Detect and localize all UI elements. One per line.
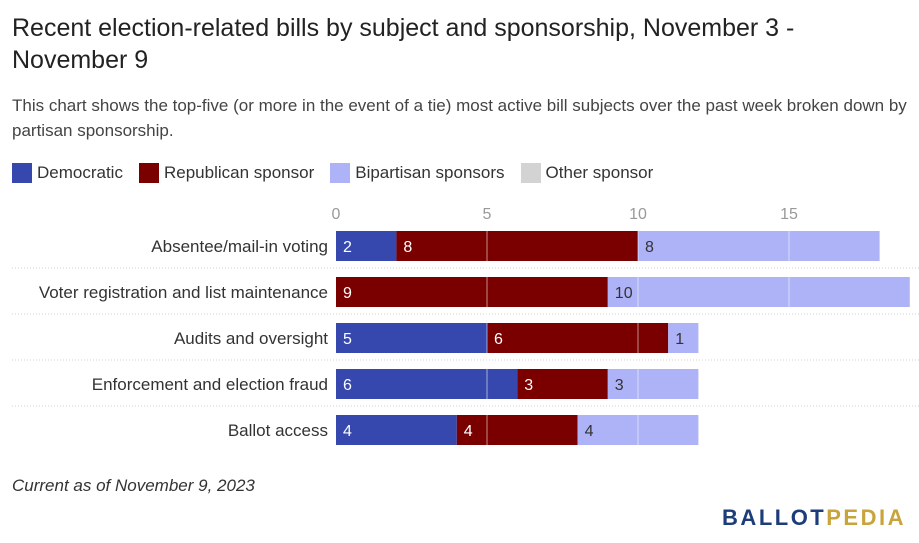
x-tick-label-0: 0	[332, 206, 341, 223]
legend-swatch-republican	[138, 163, 159, 183]
legend-label-democratic: Democratic	[37, 163, 123, 182]
bar-data-label: 6	[494, 331, 503, 348]
ballotpedia-logo: BALLOTPEDIA	[722, 505, 906, 531]
bar-segment	[668, 323, 699, 353]
bar-data-label: 8	[645, 239, 654, 256]
legend-label-republican: Republican sponsor	[163, 163, 315, 182]
chart-title: Recent election-related bills by subject…	[12, 14, 795, 74]
bar-segment	[336, 231, 397, 261]
bar-segment	[336, 369, 518, 399]
bar-segment	[487, 323, 669, 353]
bar-data-label: 4	[464, 423, 473, 440]
category-label: Absentee/mail-in voting	[151, 237, 328, 256]
bar-segment	[607, 277, 910, 307]
legend-item-other: Other sponsor	[520, 163, 654, 183]
legend-item-democratic: Democratic	[12, 163, 123, 183]
bar-data-label: 9	[343, 285, 352, 302]
bar-data-label: 2	[343, 239, 352, 256]
bar-segment	[396, 231, 638, 261]
bar-data-label: 4	[585, 423, 594, 440]
category-label: Voter registration and list maintenance	[39, 283, 328, 302]
logo-text-pedia: PEDIA	[826, 505, 906, 530]
chart-legend: Democratic Republican sponsor Bipartisan…	[12, 160, 669, 186]
category-label: Enforcement and election fraud	[92, 375, 328, 394]
bar-segment	[607, 369, 699, 399]
x-tick-label-2: 10	[629, 206, 647, 223]
legend-swatch-bipartisan	[330, 163, 351, 183]
x-tick-label-1: 5	[483, 206, 492, 223]
bar-data-label: 5	[343, 331, 352, 348]
bar-data-label: 1	[675, 331, 684, 348]
footnote: Current as of November 9, 2023	[12, 476, 255, 495]
legend-swatch-other	[520, 163, 541, 183]
bar-segment	[517, 369, 608, 399]
legend-label-bipartisan: Bipartisan sponsors	[355, 163, 505, 182]
logo-text-ballot: BALLOT	[722, 505, 827, 530]
legend-item-republican: Republican sponsor	[138, 163, 315, 183]
bar-data-label: 6	[343, 377, 352, 394]
x-tick-label-3: 15	[780, 206, 798, 223]
bar-data-label: 8	[403, 239, 412, 256]
legend-swatch-democratic	[12, 163, 32, 183]
bar-segment	[336, 415, 457, 445]
bar-data-label: 10	[615, 285, 633, 302]
bar-data-label: 3	[615, 377, 624, 394]
bar-segment	[336, 323, 487, 353]
category-label: Ballot access	[228, 421, 328, 440]
legend-label-other: Other sponsor	[545, 163, 654, 182]
bar-segment	[336, 277, 608, 307]
bar-data-label: 4	[343, 423, 352, 440]
legend-item-bipartisan: Bipartisan sponsors	[330, 163, 505, 183]
bar-segment	[638, 231, 880, 261]
bar-data-label: 3	[524, 377, 533, 394]
category-label: Audits and oversight	[174, 329, 328, 348]
chart-subtitle: This chart shows the top-five (or more i…	[12, 96, 907, 140]
bar-segment	[456, 415, 578, 445]
